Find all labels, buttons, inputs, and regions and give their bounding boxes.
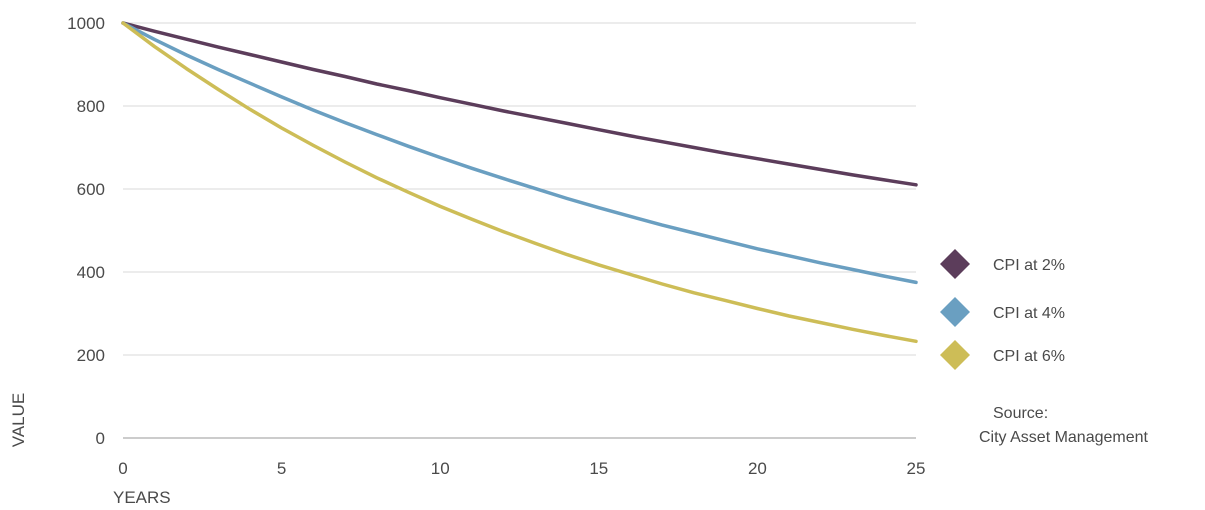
x-axis-label: YEARS	[113, 488, 171, 507]
y-axis-label: VALUE	[9, 393, 28, 448]
series-lines	[121, 21, 918, 344]
y-tick-label: 600	[77, 180, 105, 199]
y-axis-ticks: 0 200 400 600 800 1000	[67, 14, 105, 448]
y-tick-label: 400	[77, 263, 105, 282]
legend-label-3: CPI at 6%	[993, 348, 1065, 365]
x-axis-ticks: 0 5 10 15 20 25	[118, 459, 925, 478]
y-tick-label: 0	[96, 429, 105, 448]
legend-label-2: CPI at 4%	[993, 305, 1065, 322]
series-line-2	[121, 21, 918, 285]
grid-lines	[123, 22, 916, 439]
x-tick-label: 10	[431, 459, 450, 478]
legend-label-1: CPI at 2%	[993, 257, 1065, 274]
x-tick-label: 0	[118, 459, 127, 478]
x-tick-label: 20	[748, 459, 767, 478]
y-tick-label: 200	[77, 346, 105, 365]
series-line-3	[121, 21, 918, 344]
legend: CPI at 2% CPI at 4% CPI at 6%	[940, 249, 1065, 370]
legend-marker-1	[940, 249, 970, 279]
y-tick-label: 800	[77, 97, 105, 116]
legend-marker-2	[940, 297, 970, 327]
source-name: City Asset Management	[979, 429, 1149, 446]
x-tick-label: 5	[277, 459, 286, 478]
series-line-1	[121, 21, 918, 187]
x-tick-label: 15	[589, 459, 608, 478]
legend-marker-3	[940, 340, 970, 370]
x-tick-label: 25	[907, 459, 926, 478]
y-tick-label: 1000	[67, 14, 105, 33]
source-label: Source:	[993, 405, 1048, 422]
